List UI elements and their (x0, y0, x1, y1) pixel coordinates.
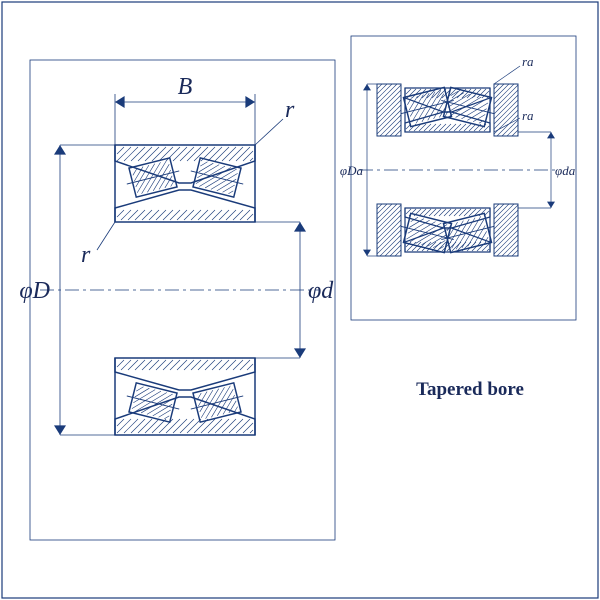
main-cross-section: Br r φD φd (19, 60, 335, 540)
label-outer-diameter-aux: φDa (340, 163, 364, 178)
label-bore-diameter: φd (308, 278, 334, 304)
label-width-B: B (178, 74, 193, 100)
label-fillet-r-left: r (81, 242, 91, 268)
caption-tapered-bore: Tapered bore (416, 379, 524, 400)
label-bore-diameter-aux: φda (555, 163, 576, 178)
label-fillet-ra-1: ra (522, 54, 534, 69)
label-fillet-r-right: r (285, 97, 295, 123)
label-fillet-ra-2: ra (522, 108, 534, 123)
aux-cross-section: φDa φda ra ra (340, 36, 576, 320)
label-outer-diameter: φD (19, 278, 50, 304)
